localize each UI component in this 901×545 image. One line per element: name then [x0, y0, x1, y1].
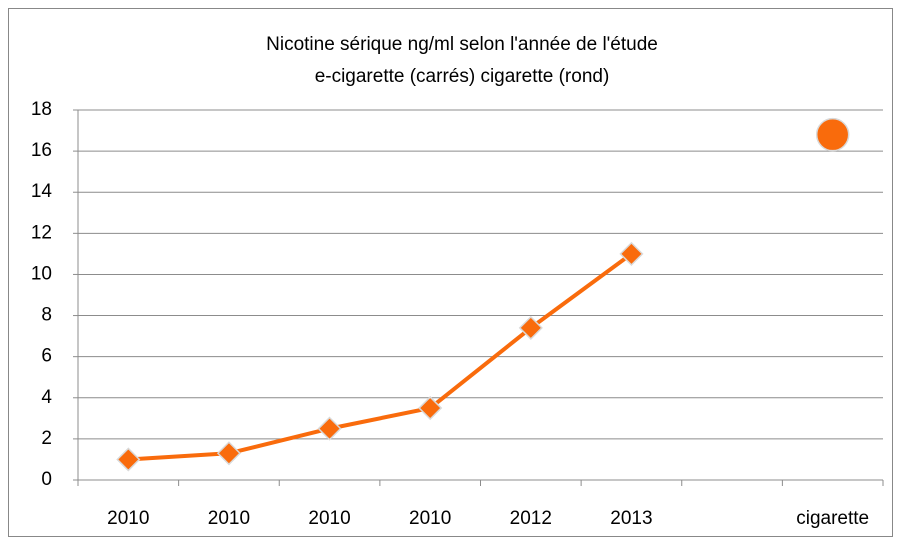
chart-subtitle: e-cigarette (carrés) cigarette (rond) — [315, 66, 610, 87]
x-tick-label: 2010 — [308, 508, 350, 529]
chart-title: Nicotine sérique ng/ml selon l'année de … — [266, 34, 658, 55]
chart-border — [8, 8, 893, 537]
series-line — [128, 252, 633, 462]
y-tick-label: 8 — [41, 305, 52, 326]
x-tick-label: 2010 — [107, 508, 149, 529]
diamond-marker — [619, 241, 644, 266]
y-tick-label: 16 — [31, 140, 52, 161]
y-tick-label: 0 — [41, 469, 52, 490]
y-tick-label: 18 — [31, 99, 52, 120]
diamond-marker — [216, 441, 241, 466]
y-tick-label: 14 — [31, 181, 53, 202]
y-tick-label: 2 — [41, 428, 52, 449]
y-tick-label: 4 — [41, 387, 52, 408]
diamond-marker — [518, 315, 543, 340]
x-tick-label: 2010 — [409, 508, 451, 529]
circle-marker — [815, 117, 850, 152]
y-tick-label: 12 — [31, 222, 52, 243]
y-tick-label: 6 — [41, 346, 52, 367]
diamond-marker — [116, 447, 141, 472]
x-tick-label: cigarette — [796, 508, 869, 529]
y-tick-label: 10 — [31, 263, 52, 284]
x-tick-label: 2013 — [610, 508, 652, 529]
diamond-marker — [418, 395, 443, 421]
x-tick-label: 2010 — [208, 508, 250, 529]
diamond-marker — [317, 416, 342, 441]
x-tick-label: 2012 — [510, 508, 552, 529]
